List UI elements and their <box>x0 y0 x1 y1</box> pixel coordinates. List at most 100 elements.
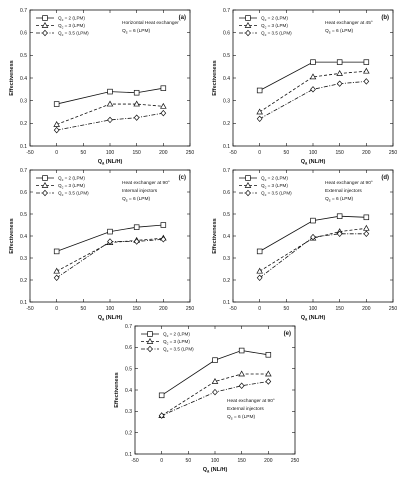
x-tick-label: 100 <box>309 306 318 312</box>
legend-entry: Qc = 3.5 (LPM) <box>261 191 292 197</box>
legend-marker <box>245 15 251 21</box>
annotation-text: Heat exchanger at 90° <box>227 398 275 404</box>
x-tick-label: 150 <box>335 150 344 156</box>
legend-marker <box>42 15 48 21</box>
data-point <box>336 80 343 87</box>
data-point <box>256 274 263 282</box>
x-axis-label: Qa (NL/H) <box>301 315 326 321</box>
y-tick-label: 0.2 <box>223 121 230 127</box>
y-tick-label: 0.3 <box>125 409 132 415</box>
data-point <box>107 88 113 95</box>
plot-frame <box>29 9 191 147</box>
x-tick-label: -50 <box>26 150 33 156</box>
y-axis-label: Effectiveness <box>9 218 15 253</box>
x-tick-label: 200 <box>159 150 168 156</box>
x-tick-label: 50 <box>186 458 192 464</box>
x-tick-label: 250 <box>186 150 195 156</box>
series-line <box>161 373 269 416</box>
legend-entry: Qc = 3.5 (LPM) <box>163 347 194 353</box>
x-tick-label: 100 <box>106 306 115 312</box>
legend-marker <box>244 181 252 188</box>
series-line <box>259 227 367 272</box>
x-tick-label: 0 <box>55 150 58 156</box>
x-tick-label: 200 <box>362 306 371 312</box>
legend-entry: Qc = 2 (LPM) <box>58 176 85 182</box>
annotation-text: Heat exchanger at 45° <box>325 20 373 26</box>
legend-entry: Qc = 2 (LPM) <box>261 176 288 182</box>
x-tick-label: -50 <box>131 458 138 464</box>
data-point <box>160 102 167 109</box>
annotation-text: External injectors <box>227 406 264 412</box>
data-point <box>211 377 219 384</box>
data-point <box>160 222 167 228</box>
legend-marker <box>146 337 154 344</box>
y-tick-label: 0.4 <box>20 234 27 240</box>
x-tick-label: -50 <box>229 150 236 156</box>
annotation-text: Heat exchanger at 90° <box>122 180 170 186</box>
legend-marker <box>245 189 251 197</box>
data-point <box>363 67 370 74</box>
x-tick-label: 200 <box>159 306 168 312</box>
data-point <box>107 116 113 124</box>
y-tick-label: 0.1 <box>20 300 27 306</box>
annotation-text: Qs = 6 (LPM) <box>122 196 150 202</box>
x-tick-label: 0 <box>160 458 163 464</box>
y-tick-label: 0.7 <box>20 8 27 14</box>
legend-marker <box>245 29 251 37</box>
y-tick-label: 0.6 <box>20 30 27 36</box>
data-point <box>363 59 370 65</box>
y-axis-label: Effectiveness <box>212 218 218 253</box>
y-tick-label: 0.1 <box>223 300 230 306</box>
annotation-text: Qs = 6 (LPM) <box>227 414 255 420</box>
data-point <box>53 248 60 255</box>
x-tick-label: 250 <box>291 458 300 464</box>
y-tick-label: 0.5 <box>125 366 132 372</box>
data-point <box>310 86 316 93</box>
x-tick-label: 250 <box>186 306 195 312</box>
data-point <box>238 347 245 354</box>
data-point <box>133 238 140 245</box>
legend-entry: Qc = 3 (LPM) <box>58 23 85 29</box>
annotation-text: Horizontal Heat exchanger <box>122 20 179 26</box>
data-point <box>363 224 370 231</box>
legend-entry: Qc = 2 (LPM) <box>58 16 85 22</box>
series-line <box>56 237 164 272</box>
x-tick-label: 200 <box>264 458 273 464</box>
data-point <box>212 357 218 363</box>
chart-panel: 0.1 0.2 0.3 0.4 0.5 0.6 0.7 -50 0 50 100 150 200 250 Q… <box>9 168 194 321</box>
x-tick-label: 250 <box>389 150 398 156</box>
legend-entry: Qc = 3 (LPM) <box>58 183 85 189</box>
y-tick-label: 0.7 <box>20 168 27 174</box>
data-point <box>158 392 165 399</box>
y-tick-label: 0.5 <box>20 53 27 59</box>
y-tick-label: 0.3 <box>20 256 27 262</box>
legend-marker <box>147 331 153 337</box>
data-point <box>238 370 245 377</box>
y-tick-label: 0.4 <box>223 234 230 240</box>
chart-panel: 0.1 0.2 0.3 0.4 0.5 0.6 0.7 -50 0 50 100 150 200 250 Q… <box>9 8 194 166</box>
legend-marker <box>42 189 48 197</box>
legend-entry: Qc = 3.5 (LPM) <box>261 31 292 37</box>
data-point <box>265 370 272 377</box>
data-point <box>106 100 114 107</box>
y-tick-label: 0.2 <box>20 278 27 284</box>
data-point <box>336 213 343 219</box>
y-tick-label: 0.6 <box>125 345 132 351</box>
annotation-text: Heat exchanger at 90° <box>325 180 373 186</box>
x-tick-label: 50 <box>81 306 87 312</box>
x-tick-label: 50 <box>284 150 290 156</box>
legend-entry: Qc = 3.5 (LPM) <box>58 31 89 37</box>
y-tick-label: 0.1 <box>125 452 132 458</box>
data-point <box>53 126 60 134</box>
annotation-text: Qs = 6 (LPM) <box>122 28 150 34</box>
y-tick-label: 0.2 <box>125 430 132 436</box>
data-point <box>133 114 140 121</box>
series-line <box>259 70 367 113</box>
y-tick-label: 0.7 <box>223 8 230 14</box>
data-point <box>107 228 113 235</box>
x-tick-label: 50 <box>284 306 290 312</box>
panel-label: (b) <box>381 15 389 21</box>
y-tick-label: 0.3 <box>20 98 27 104</box>
data-point <box>363 230 370 238</box>
